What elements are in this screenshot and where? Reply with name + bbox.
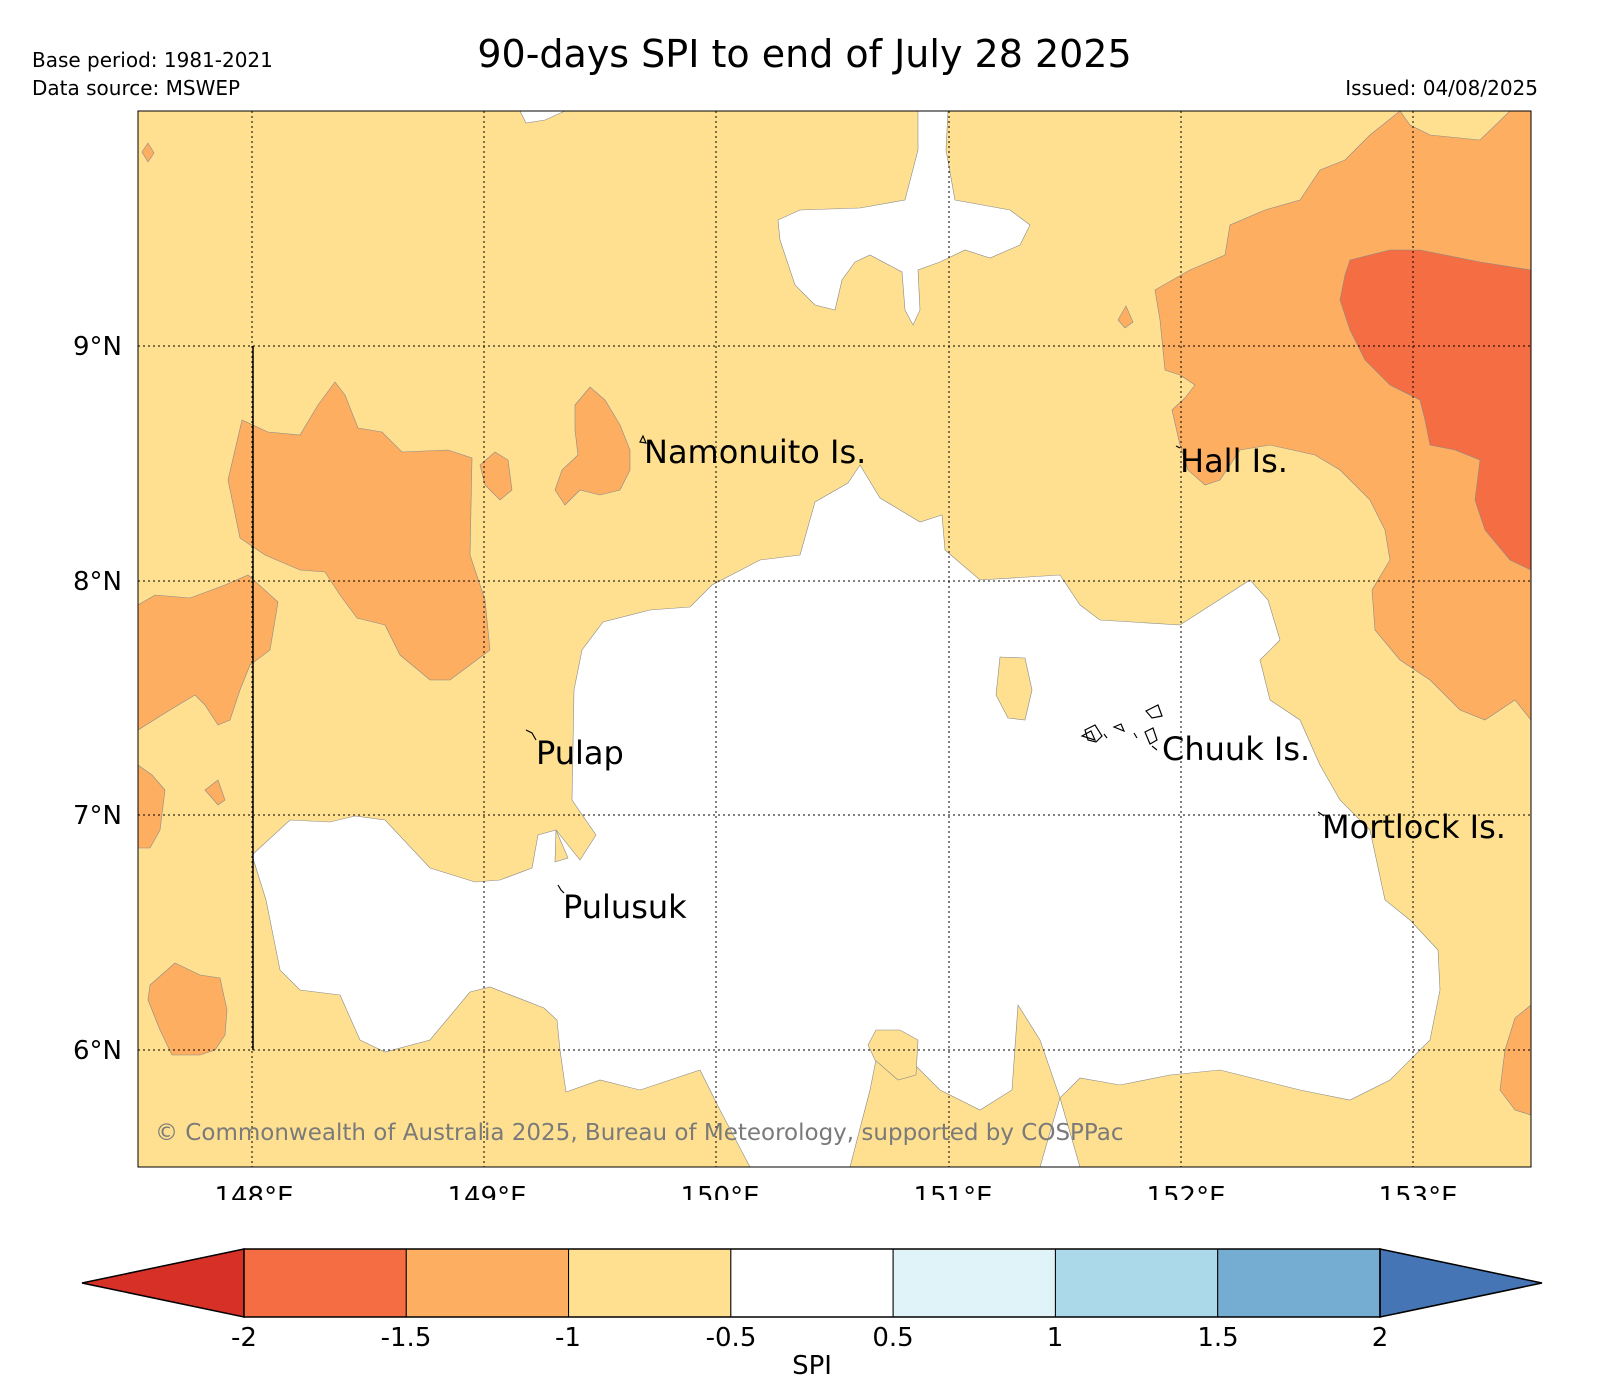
copyright-notice: © Commonwealth of Australia 2025, Bureau… <box>155 1120 1124 1146</box>
spi-region-yellow-patch-3 <box>554 829 569 863</box>
island-outlines <box>525 434 1325 894</box>
graticule <box>138 111 1531 1167</box>
colorbar-segment <box>568 1248 732 1318</box>
data-source-text: Data source: MSWEP <box>32 76 241 100</box>
place-pulusuk: Pulusuk <box>563 888 687 926</box>
base-period-text: Base period: 1981-2021 <box>32 48 273 72</box>
lat-tick-label: 8°N <box>73 567 122 597</box>
spi-region-orange-southeast <box>1499 1004 1531 1116</box>
colorbar-segment <box>730 1248 894 1318</box>
colorbar-outline <box>243 1248 1381 1318</box>
map-frame <box>137 110 1532 1168</box>
spi-region-orange-west <box>138 574 279 731</box>
lon-tick-label: 148°E <box>214 1182 293 1200</box>
spi-region-orange-small-west <box>138 764 166 849</box>
colorbar-segment <box>243 1248 407 1318</box>
colorbar-segment <box>892 1248 1056 1318</box>
spi-region-darkorange-northeast <box>1339 249 1531 571</box>
spi-region-orange-southwest <box>147 962 228 1056</box>
colorbar-extend-low <box>81 1248 245 1318</box>
lat-tick-label: 7°N <box>73 801 122 831</box>
lat-tick-label: 6°N <box>73 1036 122 1066</box>
spi-map: Namonuito Is. Hall Is. Pulap Chuuk Is. M… <box>73 110 1532 1200</box>
place-hall: Hall Is. <box>1180 442 1288 480</box>
colorbar-segment <box>1054 1248 1219 1318</box>
colorbar-label: SPI <box>792 1351 832 1380</box>
spi-region-white-topnotch <box>519 111 566 124</box>
spi-region-yellow-patch-2 <box>867 1029 919 1081</box>
spi-region-orange-dot-west <box>204 779 226 806</box>
spi-region-orange-patch-149 <box>479 451 513 501</box>
colorbar-tick-label: -1.5 <box>381 1323 432 1353</box>
lon-tick-label: 151°E <box>913 1182 992 1200</box>
spi-region-white-north <box>777 111 1031 326</box>
colorbar-tick-label: 1.5 <box>1197 1323 1238 1353</box>
lon-tick-label: 149°E <box>447 1182 526 1200</box>
place-chuuk: Chuuk Is. <box>1162 730 1310 768</box>
colorbar-segment <box>405 1248 570 1318</box>
place-mortlock: Mortlock Is. <box>1322 808 1506 846</box>
colorbar-tick-label: -1 <box>555 1323 581 1353</box>
map-title: 90-days SPI to end of July 28 2025 <box>477 32 1132 76</box>
spi-region-white-bottomright <box>1039 1096 1081 1167</box>
colorbar-tick-label: 0.5 <box>872 1323 913 1353</box>
colorbar-extend-high <box>1379 1248 1543 1318</box>
colorbar-tick-label: -0.5 <box>706 1323 757 1353</box>
colorbar-tick-label: 1 <box>1047 1323 1064 1353</box>
lon-tick-label: 150°E <box>680 1182 759 1200</box>
colorbar-segment <box>1217 1248 1381 1318</box>
issued-date-text: Issued: 04/08/2025 <box>1345 76 1538 100</box>
place-pulap: Pulap <box>536 734 624 772</box>
colorbar-group <box>81 1248 1543 1318</box>
spi-region-orange-sliver-152 <box>1117 305 1134 329</box>
lat-tick-label: 9°N <box>73 332 122 362</box>
spi-region-yellow-patch-1 <box>995 656 1033 721</box>
colorbar-tick-label: -2 <box>231 1323 257 1353</box>
spi-region-orange-topleft-dot <box>141 142 155 163</box>
lon-tick-label: 152°E <box>1146 1182 1225 1200</box>
spi-region-orange-northwest <box>227 381 491 681</box>
colorbar-tick-label: 2 <box>1372 1323 1389 1353</box>
place-namonuito: Namonuito Is. <box>644 433 866 471</box>
spi-region-orange-namonuito <box>554 386 631 506</box>
lon-tick-label: 153°E <box>1378 1182 1457 1200</box>
